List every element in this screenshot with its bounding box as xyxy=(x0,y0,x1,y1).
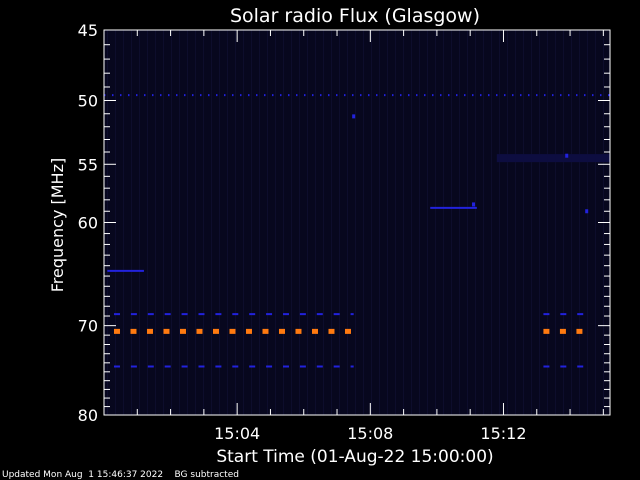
bg-stripe xyxy=(307,30,308,415)
bg-stripe xyxy=(299,30,300,415)
bg-stripe xyxy=(131,30,132,415)
bg-stripe xyxy=(243,30,244,415)
bg-stripe xyxy=(179,30,180,415)
x-axis-label: Start Time (01-Aug-22 15:00:00) xyxy=(216,447,493,467)
bg-stripe xyxy=(411,30,412,415)
bg-stripe xyxy=(443,30,444,415)
bg-stripe xyxy=(211,30,212,415)
chart-title: Solar radio Flux (Glasgow) xyxy=(230,5,480,27)
bg-stripe xyxy=(523,30,524,415)
updated-timestamp: Updated Mon Aug 1 15:46:37 2022 xyxy=(2,470,164,480)
bg-stripe xyxy=(123,30,124,415)
y-tick-label: 55 xyxy=(78,155,98,174)
bg-stripe xyxy=(451,30,452,415)
bg-stripe xyxy=(339,30,340,415)
footer-status: Updated Mon Aug 1 15:46:37 2022 BG subtr… xyxy=(2,470,239,480)
x-tick-label: 15:04 xyxy=(214,424,260,443)
bg-stripe xyxy=(155,30,156,415)
bg-stripe xyxy=(139,30,140,415)
bg-stripe xyxy=(571,30,572,415)
spot-54 xyxy=(565,153,569,158)
bg-stripe xyxy=(483,30,484,415)
bg-stripe xyxy=(595,30,596,415)
spot-59 xyxy=(585,209,589,214)
bg-stripe xyxy=(555,30,556,415)
bg-stripe xyxy=(419,30,420,415)
bg-stripe xyxy=(539,30,540,415)
plot-background xyxy=(104,30,610,415)
bg-stripe xyxy=(387,30,388,415)
axes: 45 50 55 60 70 80 15:04 15:08 15:12 xyxy=(78,21,610,443)
bg-stripe xyxy=(195,30,196,415)
bg-stripe xyxy=(315,30,316,415)
y-tick-label: 80 xyxy=(78,406,98,425)
bg-stripe xyxy=(259,30,260,415)
bg-stripe xyxy=(355,30,356,415)
bg-stripe xyxy=(283,30,284,415)
bg-stripe xyxy=(499,30,500,415)
bg-stripe xyxy=(563,30,564,415)
bg-stripe xyxy=(491,30,492,415)
bg-stripe xyxy=(187,30,188,415)
bg-stripe xyxy=(579,30,580,415)
x-tick-label: 15:08 xyxy=(347,424,393,443)
bg-stripe xyxy=(171,30,172,415)
bg-stripe xyxy=(435,30,436,415)
emission-features xyxy=(104,94,610,368)
bg-stripe xyxy=(331,30,332,415)
bg-stripe xyxy=(515,30,516,415)
bg-stripe xyxy=(547,30,548,415)
bg-stripe xyxy=(147,30,148,415)
y-tick-label: 60 xyxy=(78,214,98,233)
bg-stripe xyxy=(227,30,228,415)
bg-stripe xyxy=(403,30,404,415)
bg-stripe xyxy=(251,30,252,415)
bg-stripe xyxy=(219,30,220,415)
spot-58 xyxy=(472,202,476,207)
background-stripes xyxy=(107,30,604,415)
bg-stripe xyxy=(427,30,428,415)
bg-stripe xyxy=(467,30,468,415)
bg-stripe xyxy=(371,30,372,415)
bg-note: BG subtracted xyxy=(174,470,239,480)
bg-stripe xyxy=(291,30,292,415)
spot-51 xyxy=(352,114,356,119)
y-tick-label: 70 xyxy=(78,317,98,336)
bg-stripe xyxy=(475,30,476,415)
bg-stripe xyxy=(267,30,268,415)
bg-stripe xyxy=(275,30,276,415)
y-tick-label: 45 xyxy=(78,21,98,40)
bg-stripe xyxy=(347,30,348,415)
bg-stripe xyxy=(587,30,588,415)
x-tick-label: 15:12 xyxy=(480,424,526,443)
bg-stripe xyxy=(395,30,396,415)
bg-stripe xyxy=(163,30,164,415)
bg-stripe xyxy=(235,30,236,415)
bg-stripe xyxy=(507,30,508,415)
bg-stripe xyxy=(459,30,460,415)
bg-stripe xyxy=(379,30,380,415)
bg-stripe xyxy=(363,30,364,415)
y-axis-label: Frequency [MHz] xyxy=(48,158,67,292)
y-tick-label: 50 xyxy=(78,92,98,111)
bg-stripe xyxy=(323,30,324,415)
bg-stripe xyxy=(531,30,532,415)
bg-stripe xyxy=(203,30,204,415)
